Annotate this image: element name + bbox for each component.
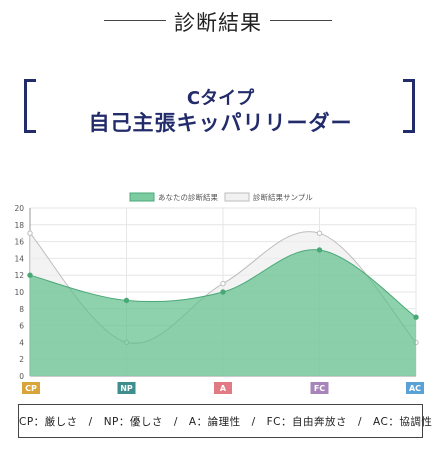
category-label: A bbox=[220, 384, 227, 393]
legend-label: あなたの診断結果 bbox=[158, 192, 218, 202]
data-point-user bbox=[413, 314, 419, 320]
y-tick-label: 2 bbox=[19, 355, 24, 364]
data-point-sample bbox=[220, 280, 226, 287]
data-point-user bbox=[220, 289, 226, 295]
y-tick-label: 0 bbox=[19, 372, 24, 381]
bracket-right bbox=[403, 79, 415, 133]
legend-swatch bbox=[224, 192, 250, 202]
y-tick-label: 12 bbox=[14, 271, 24, 280]
category-badge bbox=[214, 382, 232, 394]
data-point-user bbox=[316, 247, 323, 253]
y-tick-label: 4 bbox=[19, 338, 24, 347]
legend-label: 診断結果サンプル bbox=[253, 192, 313, 202]
header-divider-right bbox=[270, 20, 332, 21]
abbreviation-legend-text: CP：厳しさ / NP：優しさ / A：論理性 / FC：自由奔放さ / AC：… bbox=[19, 416, 433, 428]
result-type-code: Cタイプ bbox=[186, 88, 255, 109]
data-point-sample bbox=[316, 230, 323, 236]
data-point-user bbox=[123, 297, 130, 304]
category-label: NP bbox=[120, 384, 133, 393]
y-tick-label: 16 bbox=[14, 238, 24, 247]
category-badge bbox=[406, 382, 424, 394]
category-label: CP bbox=[25, 384, 37, 393]
category-label: AC bbox=[409, 384, 421, 393]
header-divider-left bbox=[104, 20, 166, 21]
y-tick-label: 6 bbox=[19, 322, 24, 331]
y-tick-label: 20 bbox=[14, 204, 24, 213]
category-badge bbox=[117, 382, 136, 394]
category-badge bbox=[310, 382, 329, 394]
category-badge bbox=[22, 382, 40, 394]
result-header: 診断結果 bbox=[0, 0, 441, 40]
data-point-sample bbox=[27, 230, 33, 236]
category-label: FC bbox=[314, 384, 325, 393]
y-tick-label: 8 bbox=[19, 305, 24, 314]
diagnosis-chart: 0 2 4 6 8 10 12 14 16 18 20 あなたの診断結果 診断結果サンプル CP NP A FC… bbox=[0, 188, 441, 398]
data-point-user bbox=[27, 272, 33, 278]
result-type-panel: Cタイプ 自己主張キッパリリーダー bbox=[0, 72, 441, 142]
series-area-user bbox=[30, 249, 416, 376]
y-tick-label: 10 bbox=[14, 288, 24, 297]
y-tick-label: 18 bbox=[14, 221, 24, 230]
result-type-name: 自己主張キッパリリーダー bbox=[88, 111, 353, 135]
chart-svg: 0 2 4 6 8 10 12 14 16 18 20 あなたの診断結果 診断結果サンプル CP NP A FC… bbox=[14, 192, 424, 394]
y-tick-label: 14 bbox=[14, 254, 24, 263]
bracket-left bbox=[24, 79, 36, 133]
abbreviation-legend: CP：厳しさ / NP：優しさ / A：論理性 / FC：自由奔放さ / AC：… bbox=[18, 404, 433, 438]
legend-swatch bbox=[129, 192, 155, 202]
page-title: 診断結果 bbox=[174, 11, 262, 35]
